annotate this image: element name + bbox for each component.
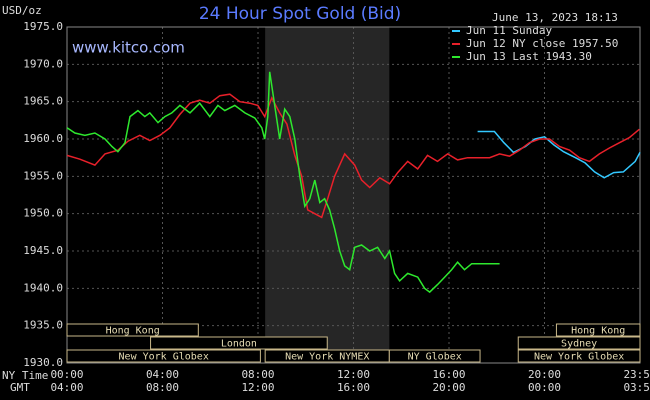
y-tick-label: 1955.0 xyxy=(23,169,63,182)
y-tick-label: 1935.0 xyxy=(23,319,63,332)
y-tick-label: 1960.0 xyxy=(23,132,63,145)
y-tick-label: 1950.0 xyxy=(23,207,63,220)
session-box xyxy=(388,349,481,363)
plot-frame xyxy=(66,26,641,364)
session-label: New York NYMEX xyxy=(285,352,369,363)
session-box xyxy=(517,336,641,350)
chart-title: 24 Hour Spot Gold (Bid) xyxy=(199,4,401,24)
x-tick-label: 00:00 xyxy=(50,368,83,381)
x2-tick-label: 00:00 xyxy=(528,381,561,394)
session-label: New York Globex xyxy=(534,352,624,363)
session-label: London xyxy=(221,339,257,350)
x-tick-label: 12:00 xyxy=(337,368,370,381)
session-box xyxy=(66,349,261,363)
y-tick-label: 1965.0 xyxy=(23,95,63,108)
x-tick-label: 20:00 xyxy=(528,368,561,381)
x2-tick-label: 08:00 xyxy=(146,381,179,394)
legend-label: Jun 11 Sunday xyxy=(466,24,552,37)
series-line xyxy=(66,71,500,294)
session-box xyxy=(517,349,641,363)
session-label: New York Globex xyxy=(119,352,209,363)
y-tick-label: 1945.0 xyxy=(23,244,63,257)
session-label: Sydney xyxy=(561,339,597,350)
legend-label: Jun 13 Last 1943.30 xyxy=(466,50,592,63)
watermark: www.kitco.com xyxy=(72,39,185,57)
series-line xyxy=(477,130,641,179)
x2-tick-label: 20:00 xyxy=(432,381,465,394)
x2-tick-label: 03:59 xyxy=(623,381,650,394)
x-tick-label: 08:00 xyxy=(241,368,274,381)
x-tick-label: 04:00 xyxy=(146,368,179,381)
shaded-region xyxy=(265,27,390,363)
session-box xyxy=(66,323,199,337)
y-axis-label: USD/oz xyxy=(2,4,42,17)
session-label: NY Globex xyxy=(408,352,462,363)
x2-axis-label: GMT xyxy=(10,381,30,394)
session-label: Hong Kong xyxy=(571,326,625,337)
session-box xyxy=(555,323,641,337)
x2-tick-label: 12:00 xyxy=(241,381,274,394)
y-tick-label: 1940.0 xyxy=(23,281,63,294)
x-tick-label: 16:00 xyxy=(432,368,465,381)
y-tick-label: 1930.0 xyxy=(23,356,63,369)
x2-tick-label: 04:00 xyxy=(50,381,83,394)
session-box xyxy=(150,336,328,350)
series-line xyxy=(66,93,640,219)
x-tick-label: 23:59 xyxy=(623,368,650,381)
x2-tick-label: 16:00 xyxy=(337,381,370,394)
y-tick-label: 1975.0 xyxy=(23,20,63,33)
session-label: Hong Kong xyxy=(106,326,160,337)
legend-label: Jun 12 NY close 1957.50 xyxy=(466,37,618,50)
x-axis-label: NY Time xyxy=(2,369,48,382)
y-tick-label: 1970.0 xyxy=(23,57,63,70)
timestamp: June 13, 2023 18:13 xyxy=(492,11,618,24)
